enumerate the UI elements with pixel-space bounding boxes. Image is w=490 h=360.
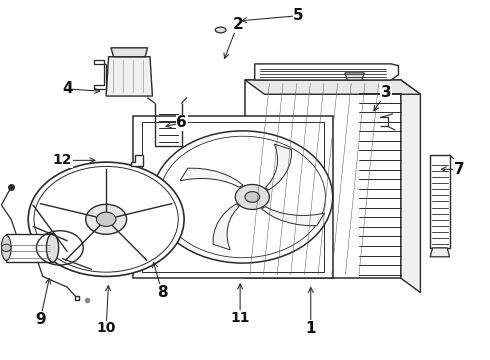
Circle shape: [152, 131, 333, 263]
Text: 1: 1: [306, 321, 316, 336]
Polygon shape: [430, 155, 450, 248]
Circle shape: [235, 184, 270, 210]
Polygon shape: [111, 48, 147, 57]
Polygon shape: [180, 168, 243, 187]
Text: 6: 6: [176, 115, 187, 130]
Text: 2: 2: [232, 17, 243, 32]
Text: 10: 10: [97, 321, 116, 335]
Polygon shape: [6, 234, 52, 262]
Polygon shape: [133, 116, 333, 278]
Polygon shape: [213, 204, 239, 250]
Polygon shape: [130, 155, 143, 166]
Text: 3: 3: [381, 85, 392, 100]
Polygon shape: [430, 248, 450, 257]
Circle shape: [28, 162, 184, 276]
Polygon shape: [262, 207, 324, 226]
Polygon shape: [345, 73, 365, 80]
Polygon shape: [255, 64, 398, 80]
Text: 11: 11: [230, 311, 250, 324]
Circle shape: [97, 212, 116, 226]
Polygon shape: [245, 80, 401, 278]
Circle shape: [245, 192, 260, 202]
Polygon shape: [106, 57, 152, 96]
Text: 9: 9: [35, 312, 46, 327]
Circle shape: [1, 244, 11, 251]
Polygon shape: [266, 144, 292, 190]
Polygon shape: [245, 80, 420, 94]
Text: 8: 8: [157, 285, 168, 300]
Polygon shape: [401, 80, 420, 293]
Text: 12: 12: [52, 153, 72, 167]
Ellipse shape: [1, 235, 11, 260]
Ellipse shape: [215, 27, 226, 33]
Text: 7: 7: [454, 162, 465, 177]
Ellipse shape: [47, 234, 59, 262]
Text: 4: 4: [62, 81, 73, 96]
Circle shape: [86, 204, 126, 234]
Text: 5: 5: [294, 8, 304, 23]
